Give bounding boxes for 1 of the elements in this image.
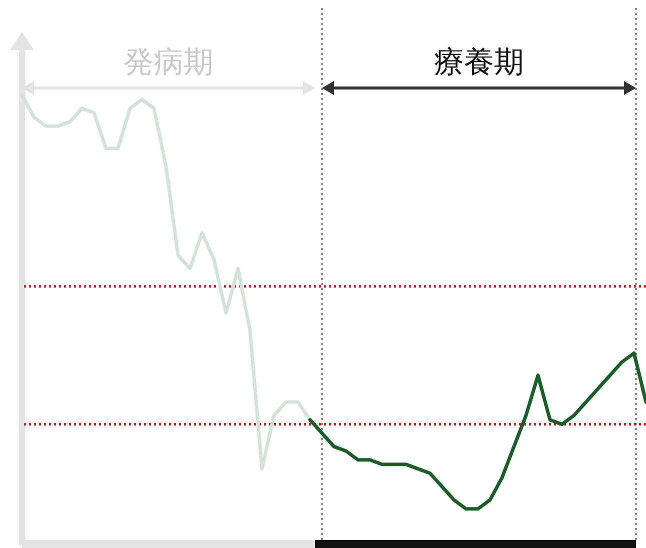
text: 療養期 [434,46,524,79]
